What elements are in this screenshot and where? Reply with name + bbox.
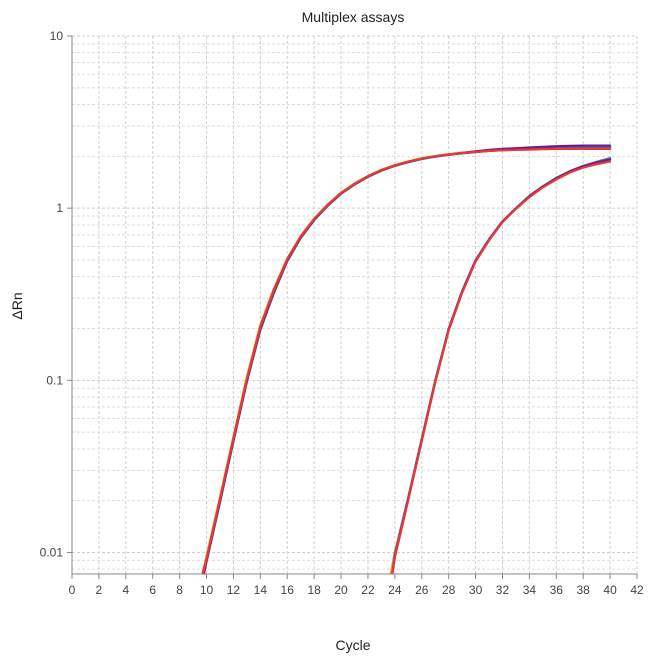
x-tick-label: 8 [176,583,183,597]
series-line-6 [201,147,612,574]
series-line-11 [391,160,612,574]
y-tick-label: 1 [56,201,63,215]
series-group [201,144,612,574]
y-tick-labels: 0.01 0.1 1 10 [40,29,64,559]
x-tick-label: 42 [630,583,644,597]
x-tick-label: 34 [523,583,537,597]
x-tick-label: 30 [469,583,483,597]
x-tick-label: 28 [442,583,456,597]
x-tick-label: 36 [550,583,564,597]
x-tick-label: 2 [96,583,103,597]
x-tick-labels: 0 2 4 6 8 10 12 14 16 18 20 22 24 26 28 30 32 34 36 38 40 42 [69,583,644,597]
y-axis-label: ΔRn [9,292,25,319]
x-tick-label: 24 [388,583,402,597]
series-line-7 [389,157,612,574]
x-tick-label: 6 [149,583,156,597]
x-tick-label: 26 [415,583,429,597]
x-tick-label: 40 [603,583,617,597]
x-axis-label: Cycle [335,637,370,653]
x-tick-label: 20 [334,583,348,597]
y-tick-label: 10 [50,29,64,43]
x-tick-label: 14 [254,583,268,597]
x-tick-label: 22 [361,583,375,597]
x-tick-label: 32 [496,583,510,597]
x-tick-label: 38 [577,583,591,597]
x-tick-label: 16 [281,583,295,597]
grid [72,35,638,574]
y-tick-label: 0.01 [40,545,64,559]
axes [67,35,638,579]
y-tick-label: 0.1 [46,373,63,387]
series-line-9 [389,157,612,574]
x-tick-label: 0 [69,583,76,597]
x-tick-label: 18 [307,583,321,597]
x-tick-label: 10 [200,583,214,597]
chart-title: Multiplex assays [302,9,405,25]
x-tick-label: 4 [122,583,129,597]
x-tick-label: 12 [227,583,241,597]
